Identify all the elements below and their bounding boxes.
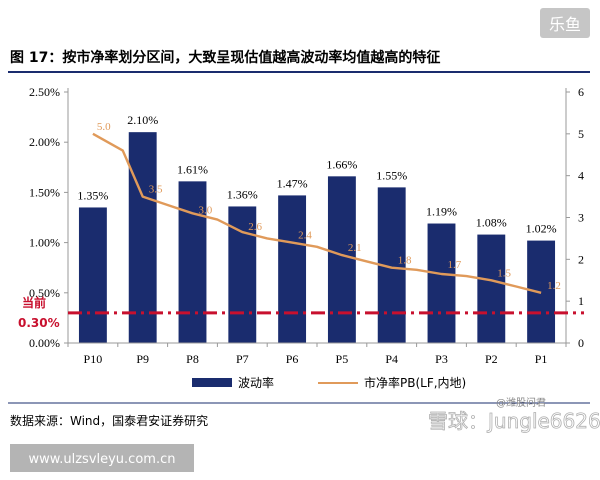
left-axis-tick-label: 1.00% [29, 236, 60, 250]
bar-data-label: 2.10% [127, 113, 158, 127]
reference-line-label-top: 当前 [22, 295, 46, 310]
bar-P9 [128, 132, 157, 343]
bar-data-label: 1.47% [277, 176, 308, 190]
left-axis-tick-label: 0.00% [29, 336, 60, 350]
line-data-label: 2.6 [248, 221, 262, 233]
x-axis: P10 P9 P8 P7 P6 P5 P4 P3 P2 P1 [67, 342, 567, 366]
bar-series [78, 132, 556, 343]
x-axis-tick-label: P1 [535, 352, 548, 366]
line-data-label: 1.8 [398, 255, 412, 267]
bar-P5 [327, 176, 356, 343]
line-data-labels: 5.0 3.5 3.0 2.6 2.4 2.1 1.8 1.7 1.5 1.2 [97, 121, 561, 292]
legend-bar-swatch [192, 378, 232, 387]
x-axis-tick-label: P9 [136, 352, 149, 366]
legend-bar-label: 波动率 [238, 375, 274, 390]
bar-data-labels: 1.35% 2.10% 1.61% 1.36% 1.47% 1.66% 1.55% 1.19%… [77, 113, 556, 235]
x-axis-tick-label: P5 [336, 352, 349, 366]
right-axis-tick-label: 3 [578, 211, 584, 225]
left-axis: 0.00% 0.50% 1.00% 1.50% 2.00% 2.50% [29, 85, 69, 350]
right-axis-tick-label: 4 [578, 169, 584, 183]
x-axis-tick-label: P6 [286, 352, 299, 366]
watermark-text: 雪球：Jungle6626 [428, 409, 600, 433]
reference-line: 当前 0.30% [18, 295, 584, 330]
x-axis-tick-label: P2 [485, 352, 498, 366]
line-data-label: 1.5 [497, 267, 511, 279]
bar-P6 [278, 195, 307, 343]
right-axis-tick-label: 0 [578, 336, 584, 350]
watermark-top-text: @潍股问君 [496, 396, 546, 409]
bar-P3 [427, 223, 456, 343]
line-series [92, 132, 542, 294]
x-axis-tick-label: P8 [186, 352, 199, 366]
bar-P10 [78, 207, 107, 343]
line-data-label: 1.2 [547, 280, 561, 292]
pb-line [92, 132, 542, 294]
right-axis-tick-label: 2 [578, 252, 584, 266]
x-axis-tick-label: P7 [236, 352, 249, 366]
right-axis-tick-label: 5 [578, 127, 584, 141]
left-axis-tick-label: 2.00% [29, 135, 60, 149]
bar-data-label: 1.61% [177, 162, 208, 176]
bar-data-label: 1.66% [326, 157, 357, 171]
bar-P2 [477, 234, 506, 343]
line-data-label: 1.7 [448, 259, 462, 271]
x-axis-tick-label: P4 [385, 352, 398, 366]
legend-line-label: 市净率PB(LF,内地) [364, 375, 466, 390]
source-note: 数据来源：Wind，国泰君安证券研究 [10, 413, 208, 428]
bar-data-label: 1.35% [77, 188, 108, 202]
x-axis-tick-label: P3 [435, 352, 448, 366]
legend: 波动率 市净率PB(LF,内地) [192, 375, 466, 390]
url-banner[interactable]: www.ulzsvleyu.com.cn [10, 444, 194, 472]
left-axis-tick-label: 1.50% [29, 185, 60, 199]
bar-data-label: 1.55% [376, 168, 407, 182]
x-axis-tick-label: P10 [84, 352, 103, 366]
left-axis-tick-label: 2.50% [29, 85, 60, 99]
bar-P7 [228, 206, 257, 343]
bar-data-label: 1.08% [476, 216, 507, 230]
right-axis: 0 1 2 3 4 5 6 [565, 85, 584, 350]
right-axis-tick-label: 1 [578, 294, 584, 308]
reference-line-label-bottom: 0.30% [18, 316, 60, 330]
logo-badge-text: 乐鱼 [549, 15, 581, 34]
line-data-label: 3.0 [199, 205, 213, 217]
line-data-label: 2.1 [348, 242, 362, 254]
logo-badge: 乐鱼 [540, 8, 590, 38]
bar-data-label: 1.36% [227, 187, 258, 201]
line-data-label: 2.4 [298, 230, 312, 242]
left-axis-tick-label: 0.50% [29, 286, 60, 300]
right-axis-tick-label: 6 [578, 85, 584, 99]
url-text[interactable]: www.ulzsvleyu.com.cn [29, 452, 176, 467]
bar-P8 [178, 181, 207, 343]
bar-data-label: 1.19% [426, 205, 457, 219]
figure-title: 图 17：按市净率划分区间，大致呈现估值越高波动率均值越高的特征 [10, 49, 440, 66]
line-data-label: 3.5 [149, 184, 163, 196]
line-data-label: 5.0 [97, 121, 111, 133]
bar-data-label: 1.02% [526, 222, 557, 236]
